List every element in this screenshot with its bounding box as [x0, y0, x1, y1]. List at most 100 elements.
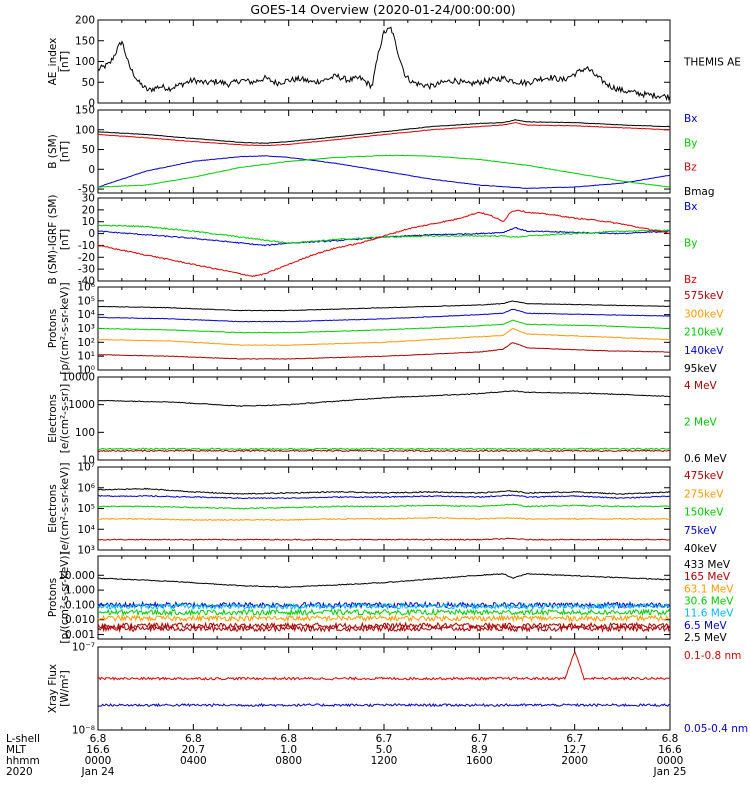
- y-axis-label: Xray Flux: [47, 664, 59, 713]
- y-axis-label: B (SM)-IGRF (SM): [47, 194, 59, 284]
- y-axis-label: Electrons: [47, 394, 59, 443]
- legend-entry: 0.05-0.4 nm: [684, 723, 748, 735]
- y-tick-label: 10²: [77, 337, 95, 349]
- panel-frame: [97, 646, 671, 731]
- y-tick-label: 0.001: [65, 629, 95, 641]
- y-tick-label: -50: [78, 184, 95, 196]
- legend-entry: Bx: [684, 201, 697, 213]
- series-line-165-mev: [97, 621, 671, 631]
- time-axis-tick-lshell: 6.8: [185, 733, 202, 745]
- legend-entry: Bz: [684, 274, 697, 286]
- time-axis-tick-lshell: 6.8: [662, 733, 679, 745]
- y-tick-label: 10: [82, 216, 95, 228]
- series-line-bz: [97, 209, 671, 278]
- y-tick-label: -10: [78, 240, 95, 252]
- series-line-275kev: [97, 516, 671, 521]
- legend-entry: Bmag: [684, 186, 715, 198]
- y-axis-label: AE_index: [47, 38, 59, 86]
- y-tick-label: 100: [75, 56, 95, 68]
- legend-entry: 433 MeV: [684, 559, 731, 571]
- legend-entry: Bx: [684, 113, 697, 125]
- y-tick-label: 10⁶: [77, 482, 95, 494]
- y-tick-label: 10³: [77, 545, 95, 557]
- y-tick-label: 10: [82, 455, 95, 467]
- series-line-300kev: [97, 327, 671, 346]
- time-axis-tick-lshell: 6.8: [90, 733, 107, 745]
- panel-frame: [97, 286, 671, 371]
- y-tick-label: 10⁰: [77, 365, 95, 377]
- y-tick-label: 10¹: [77, 351, 95, 363]
- legend-entry: THEMIS AE: [683, 57, 741, 69]
- legend-entry: 475keV: [684, 470, 724, 482]
- y-tick-label: 0: [88, 164, 95, 176]
- time-axis-row-label: L-shell: [6, 733, 40, 745]
- legend-entry: 40keV: [684, 543, 718, 555]
- y-tick-label: 200: [75, 15, 95, 27]
- y-axis-label: Protons: [47, 309, 59, 348]
- legend-entry: 0.6 MeV: [684, 453, 728, 465]
- legend-entry: 4 MeV: [684, 380, 718, 392]
- time-axis-tick-mlt: 16.6: [658, 744, 682, 756]
- time-axis-tick-lshell: 6.7: [376, 733, 393, 745]
- y-tick-label: 10⁵: [77, 295, 95, 307]
- time-axis-tick-lshell: 6.7: [471, 733, 488, 745]
- y-tick-label: 10.000: [58, 570, 95, 582]
- legend-entry: 11.6 MeV: [684, 608, 734, 620]
- time-axis-tick-mlt: 20.7: [182, 744, 205, 756]
- legend-entry: By: [684, 238, 697, 250]
- time-axis-tick-hhmm: 1200: [371, 755, 398, 767]
- legend-entry: 150keV: [684, 507, 724, 519]
- y-tick-label: 10⁻⁸: [72, 725, 95, 737]
- y-axis-label: Electrons: [47, 484, 59, 533]
- y-axis-label: [nT]: [59, 229, 71, 250]
- legend-entry: 2.5 MeV: [684, 632, 728, 644]
- y-axis-label: B (SM): [47, 134, 59, 168]
- y-axis-label: [e/(cm²-s-sr-keV)]: [59, 463, 71, 555]
- series-line-by: [98, 154, 671, 188]
- y-tick-label: 10000: [62, 372, 95, 384]
- y-tick-label: 20: [82, 204, 95, 216]
- y-tick-label: 10⁵: [77, 503, 95, 515]
- time-axis-tick-hhmm: 0000: [85, 755, 112, 767]
- series-line-bx: [97, 155, 671, 189]
- time-axis-tick-hhmm: 0400: [180, 755, 207, 767]
- legend-entry: By: [684, 137, 697, 149]
- panel-frame: [97, 19, 671, 104]
- time-axis-tick-hhmm: 0800: [275, 755, 302, 767]
- y-tick-label: -40: [78, 276, 95, 288]
- legend-entry: 6.5 MeV: [684, 620, 728, 632]
- y-tick-label: 10³: [77, 323, 95, 335]
- chart-title: GOES-14 Overview (2020-01-24/00:00:00): [250, 2, 515, 17]
- y-tick-label: 10⁴: [77, 524, 95, 536]
- series-line-75kev: [97, 494, 671, 500]
- time-axis-tick-mlt: 16.6: [86, 744, 110, 756]
- y-tick-label: -20: [78, 252, 95, 264]
- y-tick-label: 10⁶: [77, 282, 95, 294]
- y-tick-label: -30: [78, 264, 95, 276]
- panel-electrons_2: 10³ 10⁴ 10⁵ 10⁶ 10⁷ Electrons [e/(cm²-s-sr-keV…: [47, 462, 724, 557]
- panel-frame: [97, 466, 671, 551]
- time-axis-tick-mlt: 1.0: [280, 744, 297, 756]
- series-line-2.5-mev: [98, 572, 671, 589]
- time-axis-tick-date: Jan 24: [81, 766, 115, 778]
- time-axis-tick-hhmm: 0000: [657, 755, 684, 767]
- legend-entry: 30.6 MeV: [684, 596, 734, 608]
- legend-entry: 275keV: [684, 488, 724, 500]
- y-tick-label: 10⁴: [77, 309, 95, 321]
- time-axis-tick-hhmm: 1600: [466, 755, 493, 767]
- series-line-30.6-mev: [97, 607, 671, 617]
- y-axis-label: [p/(cm²-s-sr-keV)]: [59, 282, 71, 374]
- y-tick-label: 50: [82, 144, 95, 156]
- legend-entry: Bz: [684, 162, 697, 174]
- y-tick-label: 10⁷: [77, 462, 95, 474]
- panel-b_sm: -50 0 50 100 150 B (SM) [nT] Bx By Bz Bmag: [47, 105, 715, 199]
- series-line-575kev: [97, 342, 671, 360]
- time-axis-row-label: MLT: [6, 744, 26, 756]
- series-line-475kev: [98, 537, 671, 541]
- legend-entry: 210keV: [684, 327, 724, 339]
